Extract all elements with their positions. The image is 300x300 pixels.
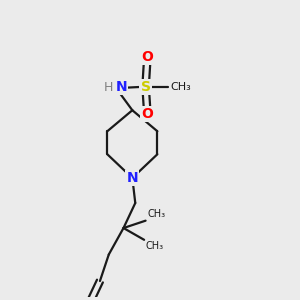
Text: CH₃: CH₃ xyxy=(147,209,166,219)
Text: CH₃: CH₃ xyxy=(170,82,191,92)
Text: O: O xyxy=(141,107,153,121)
Text: S: S xyxy=(141,80,151,94)
Text: O: O xyxy=(141,50,153,64)
Text: CH₃: CH₃ xyxy=(146,241,164,251)
Text: N: N xyxy=(127,171,138,185)
Text: N: N xyxy=(115,80,127,94)
Text: H: H xyxy=(104,81,113,94)
